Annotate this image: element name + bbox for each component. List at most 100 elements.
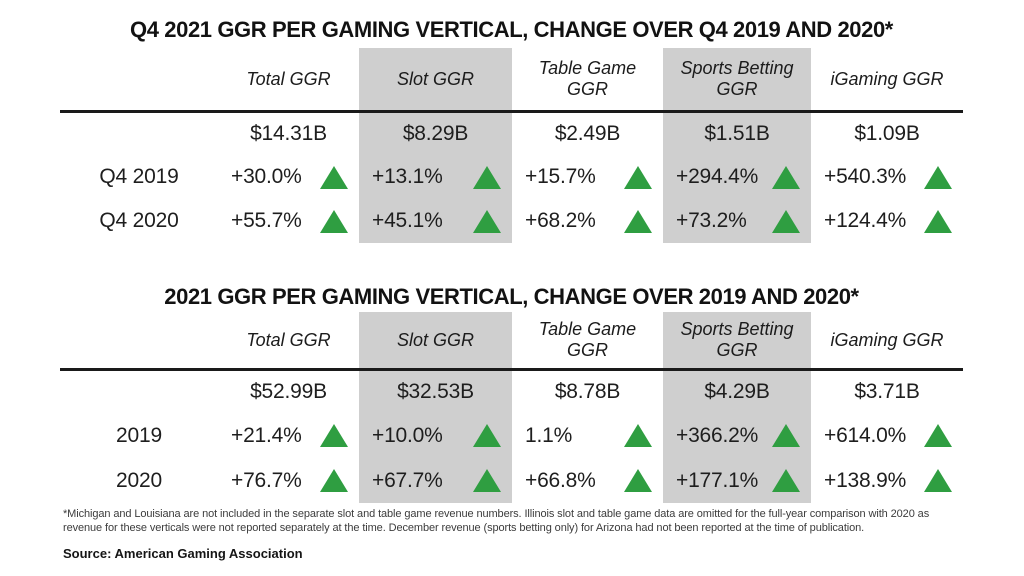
column-header-label: iGaming GGR [830,68,944,89]
pct-value: +138.9% [824,468,907,492]
change-cell: +55.7% [218,199,359,243]
pct-value: +55.7% [231,209,302,232]
column-header-label: Table Game GGR [538,319,637,360]
up-triangle-icon [924,424,952,447]
row-label-2020: 2020 [116,468,162,492]
row-label-empty [60,371,218,413]
change-cell: +21.4% [218,413,359,458]
corner-cell [60,312,218,368]
column-header-igaming-ggr: iGaming GGR [811,312,963,368]
infographic: Q4 2021 GGR PER GAMING VERTICAL, CHANGE … [60,0,963,561]
change-cell: +366.2% [663,413,811,458]
footnote-text: *Michigan and Louisiana are not included… [63,508,930,534]
change-cell: +67.7% [359,458,512,503]
q4-2021-ggr-table: Q4 2021 GGR PER GAMING VERTICAL, CHANGE … [60,17,963,243]
up-triangle-icon [473,424,501,447]
up-triangle-icon [320,165,348,189]
change-cell: +15.7% [512,155,663,199]
row-label-q4-2020: Q4 2020 [99,209,179,232]
column-header-slot-ggr: Slot GGR [359,48,512,110]
change-cell: +124.4% [811,199,963,243]
row-label-2019: 2019 [116,423,162,447]
up-triangle-icon [772,209,800,233]
up-triangle-icon [924,469,952,492]
column-header-label: Table Game GGR [538,58,637,99]
pct-value: +67.7% [372,468,443,492]
pct-value: +294.4% [676,165,759,188]
column-header-label: Total GGR [246,329,331,350]
sports-betting-ggr-value: $4.29B [704,380,770,403]
pct-value: +68.2% [525,209,596,232]
up-triangle-icon [473,209,501,233]
pct-value: +124.4% [824,209,907,232]
pct-value: +76.7% [231,468,302,492]
table-body: Total GGR Slot GGR Table Game GGR Sports… [60,48,963,243]
column-header-igaming-ggr: iGaming GGR [811,48,963,110]
fy-2021-ggr-table: 2021 GGR PER GAMING VERTICAL, CHANGE OVE… [60,284,963,503]
column-header-label: Total GGR [246,68,331,89]
table-game-ggr-value: $2.49B [554,122,621,145]
up-triangle-icon [624,209,652,233]
column-header-label: Sports Betting GGR [680,58,794,99]
sports-betting-ggr-value: $1.51B [704,122,770,145]
column-header-total-ggr: Total GGR [218,312,359,368]
column-header-sports-betting-ggr: Sports Betting GGR [663,48,811,110]
column-header-label: Slot GGR [396,68,475,89]
pct-value: +540.3% [824,165,907,188]
column-header-sports-betting-ggr: Sports Betting GGR [663,312,811,368]
header-divider [60,110,963,113]
column-header-label: Sports Betting GGR [680,319,794,360]
up-triangle-icon [320,424,348,447]
column-header-table-game-ggr: Table Game GGR [512,48,663,110]
corner-cell [60,48,218,110]
pct-value: 1.1% [525,423,573,447]
igaming-ggr-value: $3.71B [854,380,920,403]
row-label-q4-2019: Q4 2019 [99,165,179,188]
header-divider [60,368,963,371]
table-title: Q4 2021 GGR PER GAMING VERTICAL, CHANGE … [130,17,893,42]
up-triangle-icon [924,209,952,233]
pct-value: +45.1% [372,209,443,232]
up-triangle-icon [473,469,501,492]
up-triangle-icon [473,165,501,189]
pct-value: +66.8% [525,468,596,492]
pct-value: +73.2% [676,209,747,232]
up-triangle-icon [772,165,800,189]
row-label-empty [60,113,218,155]
pct-value: +366.2% [676,423,759,447]
total-ggr-value: $14.31B [250,122,327,145]
table-title: 2021 GGR PER GAMING VERTICAL, CHANGE OVE… [164,284,859,309]
up-triangle-icon [924,165,952,189]
column-header-label: iGaming GGR [830,329,944,350]
slot-ggr-value: $8.29B [402,122,469,145]
change-cell: +66.8% [512,458,663,503]
change-cell: +138.9% [811,458,963,503]
up-triangle-icon [320,209,348,233]
source-attribution: Source: American Gaming Association [63,546,303,561]
change-cell: +10.0% [359,413,512,458]
change-cell: +540.3% [811,155,963,199]
up-triangle-icon [624,165,652,189]
change-cell: +13.1% [359,155,512,199]
column-header-total-ggr: Total GGR [218,48,359,110]
up-triangle-icon [772,424,800,447]
slot-ggr-value: $32.53B [397,380,474,403]
pct-value: +30.0% [231,165,302,188]
column-header-slot-ggr: Slot GGR [359,312,512,368]
pct-value: +13.1% [372,165,443,188]
igaming-ggr-value: $1.09B [854,122,920,145]
change-cell: +76.7% [218,458,359,503]
up-triangle-icon [772,469,800,492]
change-cell: +68.2% [512,199,663,243]
pct-value: +10.0% [372,423,443,447]
change-cell: +614.0% [811,413,963,458]
table-body: Total GGR Slot GGR Table Game GGR Sports… [60,312,963,503]
change-cell: +294.4% [663,155,811,199]
change-cell: +177.1% [663,458,811,503]
total-ggr-value: $52.99B [250,380,327,403]
change-cell: +73.2% [663,199,811,243]
change-cell: +45.1% [359,199,512,243]
pct-value: +21.4% [231,423,302,447]
column-header-table-game-ggr: Table Game GGR [512,312,663,368]
up-triangle-icon [624,424,652,447]
